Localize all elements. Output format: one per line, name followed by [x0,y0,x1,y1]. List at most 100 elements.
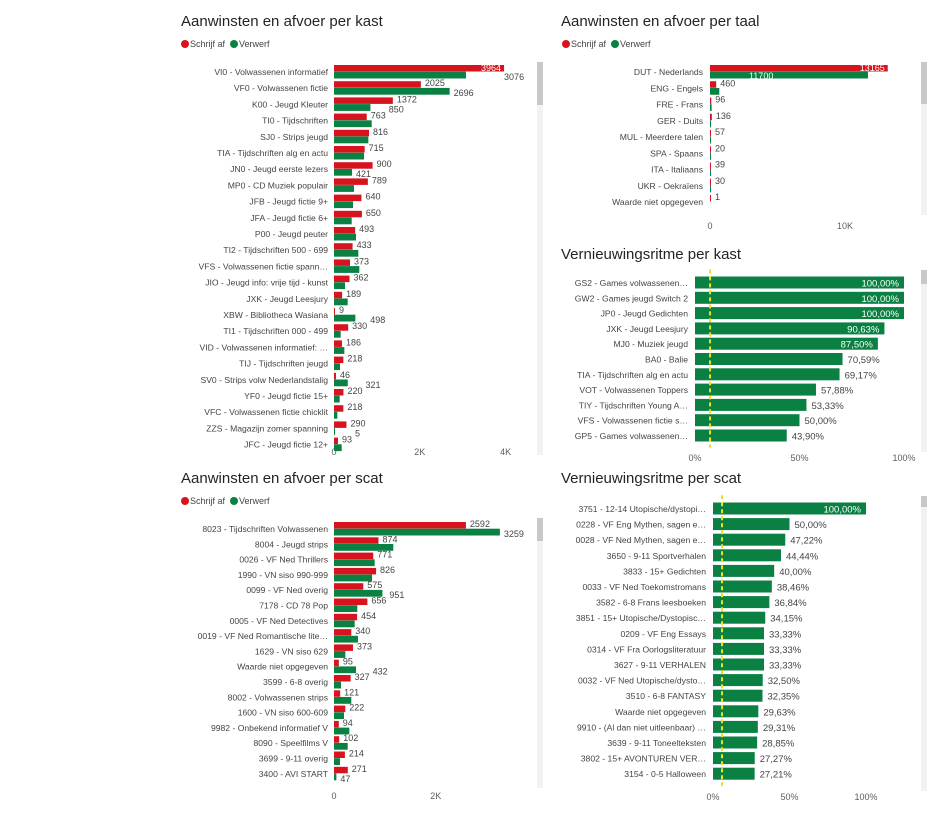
value-label-verwerf: 5 [355,428,360,438]
legend-item-schrijf-af[interactable]: Schrijf af [562,39,606,49]
category-label: 3833 - 15+ Gedichten [623,566,706,576]
red-dot-icon [562,40,570,48]
bar-schrijf-af [710,81,717,88]
legend-item-verwerf[interactable]: Verwerf [230,39,270,49]
category-label: 0026 - VF Ned Thrillers [239,555,328,565]
green-dot-icon [230,497,239,505]
scrollbar-thumb[interactable] [921,62,927,104]
bar-schrijf-af [334,113,367,121]
category-label: 0019 - VF Ned Romantische lite… [198,631,328,641]
category-label: JFC - Jeugd fictie 12+ [244,440,328,450]
category-label: GS2 - Games volwassenen… [575,278,688,288]
value-label: 33,33% [769,661,802,672]
category-label: JXK - Jeugd Leesjury [606,324,688,334]
chart-title-vern-kast: Vernieuwingsritme per kast [561,246,742,263]
bar-verwerf [334,605,358,612]
legend-item-schrijf-af[interactable]: Schrijf af [181,39,225,49]
category-label: 3400 - AVI START [259,769,329,779]
bar-verwerf [334,217,352,225]
chart-title-vern-scat: Vernieuwingsritme per scat [561,470,742,487]
bar-vernieuwingsritme [695,368,840,381]
category-label: 9910 - (Al dan niet uitleenbaar) … [577,722,706,732]
bar-schrijf-af [334,129,370,137]
bar-vernieuwingsritme [695,383,816,396]
bar-verwerf [334,712,344,720]
bar-schrijf-af [334,690,341,697]
value-label-verwerf: 3076 [504,72,524,82]
bar-verwerf [710,120,711,128]
category-label: 8023 - Tijdschriften Volwassenen [202,524,328,534]
bar-schrijf-af [334,65,505,72]
value-label-schrijf-af: 3964 [481,63,501,73]
value-label: 32,50% [768,676,801,687]
scrollbar-thumb[interactable] [921,496,927,507]
bar-schrijf-af [334,291,343,299]
bar-schrijf-af [710,146,711,153]
bar-schrijf-af [334,613,358,621]
value-label: 100,00% [861,279,899,290]
value-label: 34,15% [770,614,803,625]
category-label: GP5 - Games volwassenen… [575,431,688,441]
bar-schrijf-af [334,437,338,445]
bar-vernieuwingsritme [713,767,755,780]
legend-item-verwerf[interactable]: Verwerf [611,39,651,49]
category-label: 0209 - VF Eng Essays [620,629,706,639]
category-label: 3627 - 9-11 VERHALEN [614,660,706,670]
bar-vernieuwingsritme [695,322,885,335]
bar-verwerf [334,266,360,273]
value-label-schrijf-af: 214 [349,749,364,759]
category-label: VI0 - Volwassenen informatief [214,67,328,77]
value-label-schrijf-af: 327 [355,672,370,682]
category-label: ITA - Italiaans [651,165,703,175]
bar-verwerf [334,168,353,176]
category-label: Waarde niet opgegeven [615,707,706,717]
bar-verwerf [334,620,355,628]
scrollbar-thumb[interactable] [537,62,543,105]
bar-verwerf [334,773,337,781]
bar-schrijf-af [334,324,349,331]
value-label-schrijf-af: 186 [346,337,361,347]
value-label-schrijf-af: 30 [715,176,725,186]
category-label: JFA - Jeugd fictie 6+ [250,213,328,223]
category-label: MUL - Meerdere talen [620,132,703,142]
value-label-schrijf-af: 102 [343,733,358,743]
bar-schrijf-af [710,97,712,104]
bar-schrijf-af [334,178,368,185]
bar-vernieuwingsritme [713,611,766,624]
category-label: GER - Duits [657,116,703,126]
value-label: 27,21% [760,770,793,781]
category-label: MP0 - CD Muziek populair [228,180,328,190]
value-label-verwerf: 3259 [504,529,524,539]
value-label-schrijf-af: 46 [340,370,350,380]
scrollbar-thumb[interactable] [537,518,543,541]
bar-schrijf-af [334,552,374,560]
bar-vernieuwingsritme [713,533,786,546]
legend-item-schrijf-af[interactable]: Schrijf af [181,496,225,506]
legend-kast: Schrijf af Verwerf [181,39,273,49]
bar-verwerf [334,363,341,371]
x-tick-label: 50% [780,792,798,802]
bar-schrijf-af [334,389,344,396]
category-label: 3582 - 6-8 Frans leesboeken [596,598,706,608]
value-label-schrijf-af: 433 [357,240,372,250]
bar-vernieuwingsritme [695,353,843,365]
bar-schrijf-af [334,736,340,743]
scrollbar-thumb[interactable] [921,270,927,284]
value-label: 69,17% [845,370,878,381]
value-label: 33,33% [769,629,802,640]
bar-schrijf-af [334,720,339,728]
category-label: DUT - Nederlands [634,67,703,77]
legend-item-verwerf[interactable]: Verwerf [230,496,270,506]
bar-verwerf [334,589,383,597]
bar-schrijf-af [334,372,336,380]
legend-scat: Schrijf af Verwerf [181,496,273,506]
category-label: VF0 - Volwassenen fictie [234,83,328,93]
value-label: 29,63% [763,707,796,718]
bar-schrijf-af [334,146,365,153]
category-label: JXK - Jeugd Leesjury [246,294,328,304]
value-label: 47,22% [790,536,823,547]
category-label: VFS - Volwassenen fictie spann… [199,261,328,271]
bar-verwerf [710,104,712,111]
category-label: 0032 - VF Ned Utopische/dysto… [578,676,706,686]
